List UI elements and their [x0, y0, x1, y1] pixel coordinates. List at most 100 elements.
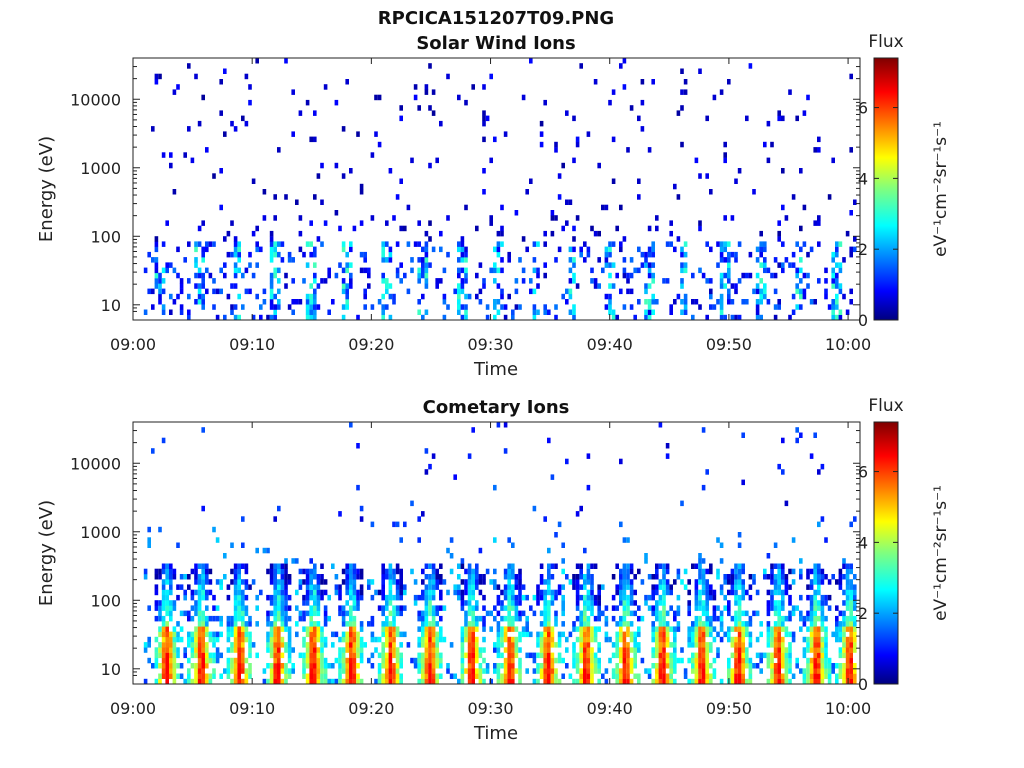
heatmap-cell	[557, 584, 562, 590]
heatmap-cell	[388, 678, 393, 684]
heatmap-cell	[457, 678, 461, 684]
heatmap-cell	[802, 636, 807, 643]
heatmap-cell	[475, 657, 479, 664]
plot-frame	[132, 421, 861, 685]
heatmap-cell	[309, 293, 313, 300]
heatmap-cell	[273, 663, 277, 669]
heatmap-cell	[467, 584, 472, 590]
heatmap-cell	[633, 657, 637, 664]
heatmap-cell	[287, 657, 292, 664]
heatmap-cell	[604, 204, 609, 211]
heatmap-cell	[734, 647, 738, 653]
heatmap-cell	[593, 600, 598, 606]
heatmap-cell	[424, 647, 429, 653]
heatmap-cell	[611, 605, 616, 611]
heatmap-cell	[835, 272, 839, 279]
heatmap-cell	[467, 621, 472, 627]
heatmap-cell	[550, 230, 555, 237]
heatmap-cell	[806, 251, 810, 258]
heatmap-cell	[460, 579, 465, 585]
heatmap-cell	[352, 600, 357, 606]
heatmap-cell	[727, 610, 731, 617]
heatmap-cell	[277, 251, 281, 258]
heatmap-cell	[431, 453, 436, 459]
heatmap-cell	[269, 642, 274, 648]
heatmap-cell	[637, 673, 641, 679]
heatmap-cell	[385, 615, 389, 622]
heatmap-cell	[583, 642, 587, 648]
heatmap-cell	[503, 584, 508, 590]
heatmap-cell	[727, 663, 731, 669]
heatmap-cell	[399, 105, 403, 111]
heatmap-cell	[226, 631, 231, 638]
heatmap-cell	[313, 299, 317, 305]
heatmap-cell	[705, 657, 709, 664]
heatmap-cell	[608, 272, 612, 279]
heatmap-cell	[838, 283, 843, 289]
heatmap-cell	[464, 631, 468, 638]
heatmap-cell	[705, 469, 709, 475]
heatmap-cell	[179, 626, 184, 632]
heatmap-cell	[471, 589, 475, 596]
heatmap-cell	[374, 678, 378, 684]
heatmap-cell	[298, 652, 303, 659]
heatmap-cell	[651, 626, 655, 632]
heatmap-cell	[172, 668, 177, 674]
heatmap-cell	[197, 584, 202, 590]
heatmap-cell	[338, 652, 342, 659]
heatmap-cell	[723, 283, 727, 289]
heatmap-cell	[694, 636, 699, 643]
heatmap-cell	[655, 615, 659, 622]
heatmap-cell	[392, 668, 396, 674]
heatmap-cell	[737, 568, 742, 575]
heatmap-cell	[766, 574, 771, 580]
heatmap-cell	[165, 262, 169, 268]
heatmap-cell	[197, 272, 202, 279]
heatmap-cell	[428, 579, 432, 585]
heatmap-cell	[500, 663, 504, 669]
heatmap-cell	[514, 288, 519, 295]
heatmap-cell	[431, 647, 436, 653]
heatmap-cell	[622, 563, 627, 569]
heatmap-cell	[842, 647, 846, 653]
heatmap-cell	[575, 589, 580, 596]
heatmap-cell	[806, 636, 810, 643]
heatmap-cell	[323, 642, 328, 648]
heatmap-cell	[248, 668, 252, 674]
heatmap-cell	[284, 58, 288, 64]
heatmap-cell	[705, 678, 709, 684]
heatmap-cell	[759, 652, 763, 659]
heatmap-cell	[691, 299, 695, 305]
heatmap-cell	[367, 267, 371, 274]
heatmap-cell	[197, 610, 202, 617]
heatmap-cell	[385, 574, 389, 580]
heatmap-cell	[575, 511, 580, 517]
heatmap-cell	[583, 657, 587, 664]
heatmap-cell	[647, 246, 652, 253]
heatmap-cell	[313, 673, 317, 679]
heatmap-cell	[593, 663, 598, 669]
heatmap-cell	[554, 668, 558, 674]
heatmap-cell	[370, 304, 375, 310]
heatmap-cell	[255, 547, 259, 554]
heatmap-cell	[579, 63, 583, 69]
heatmap-cell	[287, 304, 292, 310]
heatmap-cell	[719, 584, 724, 590]
heatmap-cell	[395, 678, 400, 684]
heatmap-cell	[269, 610, 274, 617]
heatmap-cell	[381, 563, 385, 569]
heatmap-cell	[190, 631, 195, 638]
heatmap-cell	[615, 272, 619, 279]
heatmap-cell	[766, 636, 771, 643]
heatmap-cell	[809, 663, 814, 669]
heatmap-cell	[485, 304, 490, 310]
heatmap-cell	[309, 594, 313, 601]
heatmap-cell	[622, 678, 627, 684]
heatmap-cell	[651, 272, 655, 279]
heatmap-cell	[323, 663, 328, 669]
heatmap-cell	[471, 647, 475, 653]
heatmap-cell	[230, 251, 234, 258]
y-axis-label: Energy (eV)	[36, 500, 57, 606]
heatmap-cell	[147, 542, 151, 548]
heatmap-cell	[579, 574, 583, 580]
